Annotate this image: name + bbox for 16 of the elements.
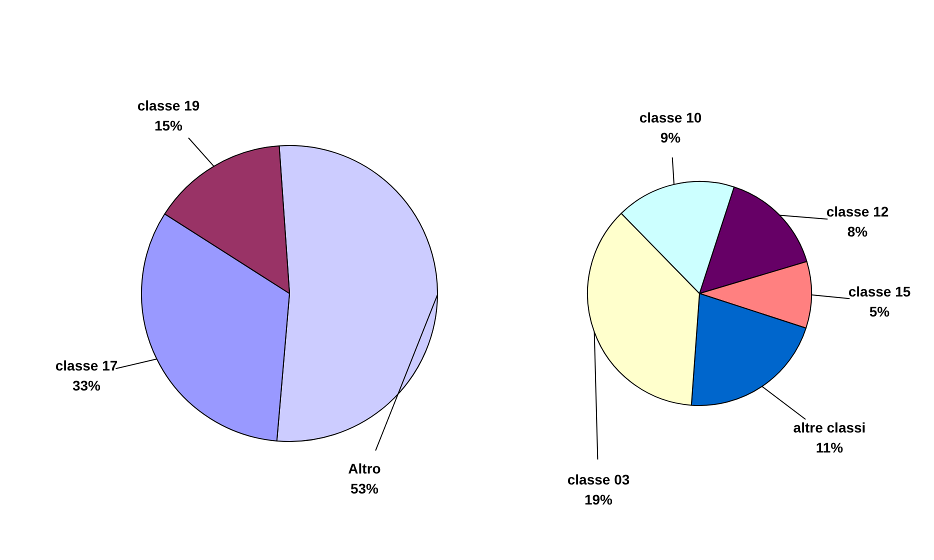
slice-label: classe 15 (848, 284, 911, 300)
slice-label: altre classi (793, 420, 866, 436)
data-label: 9% (660, 130, 682, 146)
slice-label: classe 17 (55, 358, 118, 374)
slice-label: classe 19 (137, 98, 200, 114)
data-label: 33% (72, 378, 102, 394)
data-label: 53% (350, 480, 380, 496)
data-label: 19% (584, 492, 614, 508)
data-label: 5% (869, 304, 890, 320)
slice-label: classe 10 (639, 110, 702, 126)
data-label: 15% (154, 118, 184, 134)
data-label: 11% (816, 440, 844, 456)
data-label: 8% (847, 224, 868, 240)
slice-label: Altro (348, 460, 381, 476)
slice-label: classe 03 (567, 472, 630, 488)
slice-label: classe 12 (826, 204, 889, 220)
